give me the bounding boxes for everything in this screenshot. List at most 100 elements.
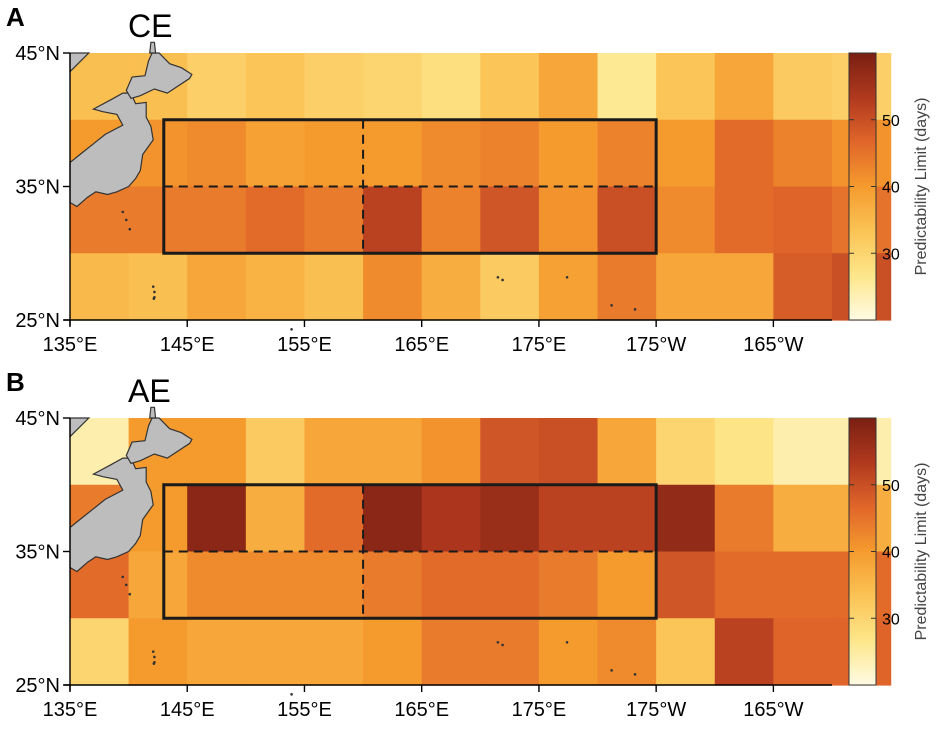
x-tick-label: 175°W: [626, 334, 686, 356]
x-tick-label: 145°E: [160, 334, 215, 356]
hokkaido-landmass: [125, 417, 193, 465]
x-tick-label: 165°E: [394, 699, 449, 721]
y-tick-label: 45°N: [15, 408, 60, 430]
island-dot: [128, 227, 132, 231]
x-tick-label: 165°W: [743, 334, 803, 356]
island-dot: [496, 640, 500, 644]
heatmap-cell: [480, 484, 540, 553]
heatmap-cell: [538, 551, 599, 619]
heatmap-cell: [538, 186, 599, 254]
panel-letter-b: B: [6, 367, 25, 397]
x-tick-label: 175°E: [512, 334, 567, 356]
heatmap-cell: [538, 484, 599, 553]
island-dot: [501, 278, 504, 282]
heatmap-cell: [245, 253, 306, 321]
land-mask: [69, 41, 637, 331]
x-tick-label: 175°E: [512, 699, 567, 721]
heatmap-cell: [480, 551, 540, 619]
heatmap-cell: [538, 253, 599, 321]
heatmap-cell: [363, 484, 423, 553]
hokkaido-landmass: [125, 52, 193, 100]
heatmap-cell: [421, 53, 481, 121]
colorbar-label: Predictability Limit (days): [913, 98, 930, 276]
heatmap-cells: [70, 53, 892, 321]
sakhalin-landmass: [149, 406, 157, 419]
heatmap-cell: [656, 618, 716, 686]
island-dot: [153, 296, 156, 299]
heatmap-cell: [597, 186, 657, 254]
heatmap-cell: [187, 253, 247, 321]
colorbar-tick-label: 40: [882, 180, 900, 197]
y-tick-label: 45°N: [15, 43, 60, 65]
heatmap-cell: [538, 119, 599, 188]
heatmap-cell: [714, 253, 774, 321]
heatmap-cell: [245, 418, 306, 486]
heatmap-cell: [304, 551, 364, 619]
heatmap-cell: [363, 551, 423, 619]
x-tick-label: 165°W: [743, 699, 803, 721]
heatmap-cells: [70, 418, 892, 686]
island-dot: [290, 328, 293, 331]
heatmap-cell: [187, 618, 247, 686]
heatmap-cell: [70, 253, 130, 321]
island-dot: [153, 290, 156, 294]
island-dot: [153, 655, 156, 659]
heatmap-cell: [128, 253, 188, 321]
colorbar-tick-label: 30: [882, 611, 900, 628]
heatmap-cell: [363, 253, 423, 321]
island-dot: [496, 275, 500, 279]
heatmap-cell: [714, 551, 774, 619]
map-b: 135°E 145°E 155°E 165°E 175°E 175°W 165°W 45°N 3…: [15, 406, 930, 721]
y-tick-label: 25°N: [15, 310, 60, 332]
island-dot: [633, 673, 637, 676]
heatmap-cell: [538, 53, 599, 121]
heatmap-cell: [538, 618, 599, 686]
island-dot: [153, 661, 156, 664]
heatmap-cell: [480, 618, 540, 686]
island-dot: [121, 210, 125, 214]
heatmap-cell: [421, 119, 481, 188]
heatmap-cell: [363, 186, 423, 254]
heatmap-cell: [480, 53, 540, 121]
heatmap-cell: [245, 53, 306, 121]
heatmap-cell: [714, 484, 774, 553]
heatmap-cell: [245, 484, 306, 553]
heatmap-cell: [597, 253, 657, 321]
heatmap-cell: [187, 53, 247, 121]
heatmap-cell: [421, 253, 481, 321]
honshu-landmass: [69, 457, 154, 573]
heatmap-cell: [304, 618, 364, 686]
heatmap-cell: [773, 551, 833, 619]
heatmap-cell: [245, 119, 306, 188]
heatmap-cell: [773, 186, 833, 254]
heatmap-cell: [656, 253, 716, 321]
heatmap-cell: [421, 418, 481, 486]
heatmap-cell: [656, 551, 716, 619]
island-dot: [565, 275, 569, 279]
heatmap-cell: [597, 484, 657, 553]
island-dot: [565, 640, 569, 644]
heatmap-cell: [597, 618, 657, 686]
heatmap-cell: [773, 418, 833, 486]
heatmap-cell: [304, 186, 364, 254]
heatmap-cell: [245, 551, 306, 619]
island-dot: [124, 218, 128, 222]
heatmap-cell: [187, 119, 247, 188]
heatmap-cell: [656, 186, 716, 254]
colorbar-tick-label: 40: [882, 545, 900, 562]
heatmap-cell: [304, 253, 364, 321]
x-tick-label: 135°E: [43, 334, 98, 356]
sakhalin-landmass: [149, 41, 157, 54]
heatmap-cell: [421, 618, 481, 686]
heatmap-cell: [304, 119, 364, 188]
x-tick-label: 175°W: [626, 699, 686, 721]
heatmap-cell: [714, 186, 774, 254]
heatmap-cell: [363, 618, 423, 686]
heatmap-cell: [421, 186, 481, 254]
island-dot: [610, 304, 613, 307]
heatmap-cell: [773, 119, 833, 188]
heatmap-cell: [128, 618, 188, 686]
x-tick-label: 145°E: [160, 699, 215, 721]
island-dot: [124, 583, 128, 587]
y-tick-label: 25°N: [15, 675, 60, 697]
